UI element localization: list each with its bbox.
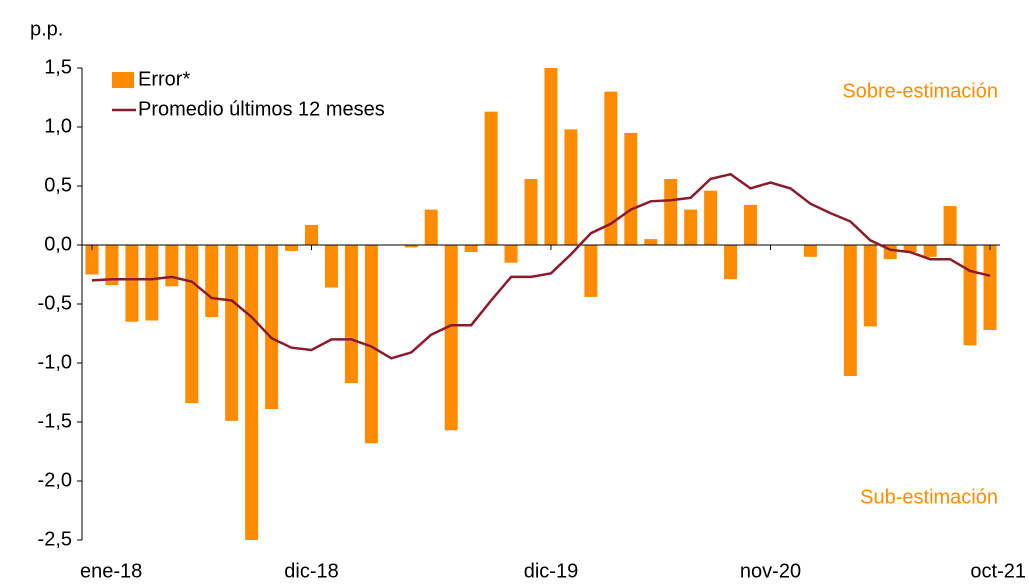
bar xyxy=(903,245,917,253)
bar xyxy=(344,245,358,384)
annotation: Sub-estimación xyxy=(860,486,998,508)
bar xyxy=(863,245,877,327)
bar xyxy=(125,245,139,322)
legend-label: Promedio últimos 12 meses xyxy=(138,98,385,120)
bar xyxy=(324,245,338,288)
y-tick-label: -1,0 xyxy=(38,351,72,373)
bar xyxy=(963,245,977,346)
y-tick-label: -2,0 xyxy=(38,469,72,491)
bar xyxy=(843,245,857,376)
y-tick-label: 1,0 xyxy=(44,115,72,137)
bar xyxy=(145,245,159,321)
annotation: Sobre-estimación xyxy=(842,80,998,102)
bar xyxy=(524,178,538,245)
x-tick-label: dic-18 xyxy=(284,560,338,582)
y-tick-label: 1,5 xyxy=(44,56,72,78)
bar xyxy=(484,111,498,245)
y-tick-label: -1,5 xyxy=(38,410,72,432)
x-tick-label: oct-21 xyxy=(970,560,1026,582)
bar xyxy=(205,245,219,317)
unit-label: p.p. xyxy=(30,18,63,40)
bar xyxy=(444,245,458,431)
bar xyxy=(364,245,378,444)
bar xyxy=(624,132,638,245)
bar xyxy=(664,178,678,245)
bar xyxy=(305,224,318,245)
bar xyxy=(544,68,558,245)
y-tick-label: -0,5 xyxy=(38,292,72,314)
bar xyxy=(265,245,279,410)
bar xyxy=(604,91,618,245)
bar xyxy=(983,245,997,330)
bar xyxy=(424,209,438,245)
bar xyxy=(724,245,738,280)
y-tick-label: 0,5 xyxy=(44,174,72,196)
bar xyxy=(165,245,179,287)
legend-swatch xyxy=(112,72,134,88)
bar xyxy=(584,245,598,297)
bar xyxy=(943,206,957,245)
x-tick-label: nov-20 xyxy=(740,560,801,582)
bar xyxy=(744,204,758,245)
bar xyxy=(285,245,299,251)
bar xyxy=(704,190,718,245)
bar xyxy=(464,245,478,253)
bar xyxy=(923,245,937,257)
bar xyxy=(564,129,578,245)
bar xyxy=(105,245,119,286)
bar xyxy=(225,245,239,421)
bar xyxy=(404,245,418,248)
legend-label: Error* xyxy=(138,68,190,90)
line xyxy=(91,172,991,360)
bar xyxy=(185,245,199,404)
bar xyxy=(803,245,817,257)
y-tick-label: 0,0 xyxy=(44,233,72,255)
y-tick-label: -2,5 xyxy=(38,528,72,550)
x-tick-label: dic-19 xyxy=(524,560,578,582)
bar xyxy=(644,239,658,245)
bar xyxy=(684,209,698,245)
bar xyxy=(504,245,518,263)
bar xyxy=(245,245,259,540)
x-tick-label: ene-18 xyxy=(80,560,142,582)
bar xyxy=(85,245,99,275)
